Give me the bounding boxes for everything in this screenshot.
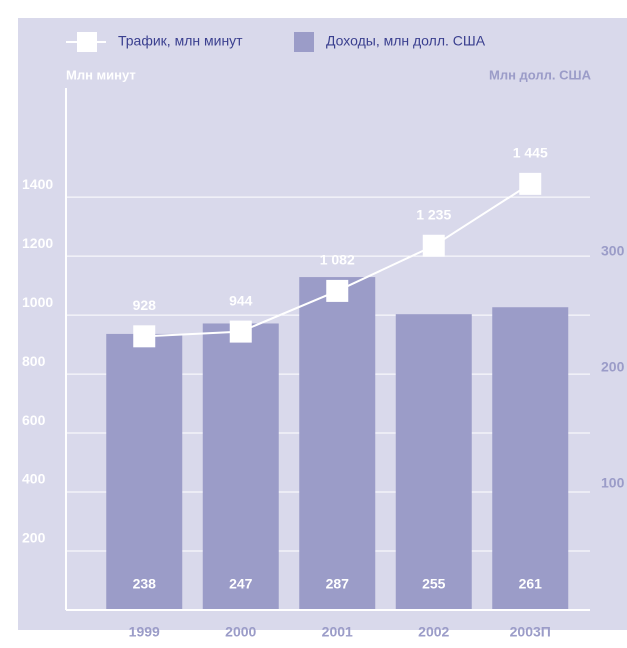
legend-label: Доходы, млн долл. США bbox=[326, 33, 486, 49]
y-tick-label: 600 bbox=[22, 412, 46, 428]
x-tick-label: 2000 bbox=[225, 624, 256, 640]
line-value-label: 1 235 bbox=[416, 206, 451, 222]
line-value-label: 1 082 bbox=[320, 252, 355, 268]
y2-tick-label: 300 bbox=[601, 243, 625, 259]
y-tick-label: 1000 bbox=[22, 294, 53, 310]
y2-tick-label: 100 bbox=[601, 475, 625, 491]
legend-label: Трафик, млн минут bbox=[118, 33, 243, 49]
bar-value-label: 247 bbox=[229, 576, 253, 592]
bar bbox=[492, 307, 569, 610]
bar-value-label: 261 bbox=[519, 576, 543, 592]
bar bbox=[395, 314, 472, 610]
bar-value-label: 238 bbox=[133, 576, 157, 592]
bar bbox=[299, 277, 376, 610]
legend-marker-swatch bbox=[77, 32, 97, 52]
line-marker bbox=[422, 234, 445, 257]
bar-value-label: 287 bbox=[326, 576, 350, 592]
y-tick-label: 1400 bbox=[22, 176, 53, 192]
y2-tick-label: 200 bbox=[601, 359, 625, 375]
y-tick-label: 200 bbox=[22, 530, 46, 546]
x-tick-label: 2003П bbox=[510, 624, 551, 640]
line-marker bbox=[519, 172, 542, 195]
bar-value-label: 255 bbox=[422, 576, 446, 592]
x-tick-label: 2002 bbox=[418, 624, 449, 640]
y-tick-label: 400 bbox=[22, 471, 46, 487]
legend-bar-swatch bbox=[294, 32, 314, 52]
y-tick-label: 1200 bbox=[22, 235, 53, 251]
line-marker bbox=[229, 320, 252, 343]
line-value-label: 928 bbox=[133, 297, 157, 313]
line-value-label: 1 445 bbox=[513, 145, 548, 161]
x-tick-label: 1999 bbox=[129, 624, 160, 640]
line-marker bbox=[326, 279, 349, 302]
y2-axis-label: Млн долл. США bbox=[489, 67, 592, 82]
bar bbox=[202, 323, 279, 610]
bar bbox=[106, 333, 183, 610]
line-marker bbox=[133, 325, 156, 348]
y-axis-label: Млн минут bbox=[66, 67, 136, 82]
x-tick-label: 2001 bbox=[322, 624, 353, 640]
y-tick-label: 800 bbox=[22, 353, 46, 369]
line-value-label: 944 bbox=[229, 292, 253, 308]
